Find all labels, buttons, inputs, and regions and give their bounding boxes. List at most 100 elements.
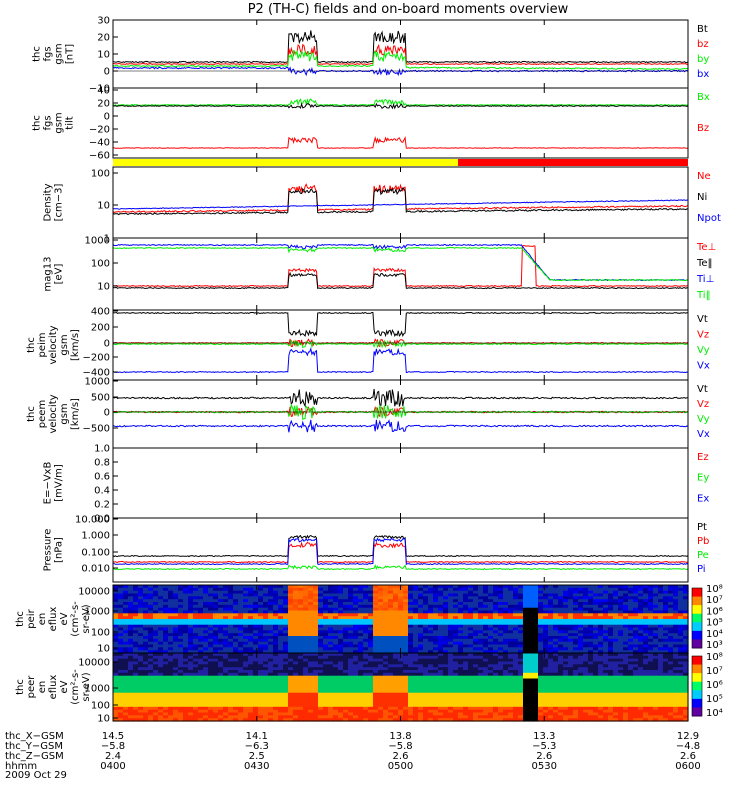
heatmap-cell bbox=[343, 653, 349, 657]
heatmap-cell bbox=[358, 619, 364, 623]
heatmap-cell bbox=[268, 658, 274, 663]
heatmap-cell bbox=[338, 627, 344, 631]
heatmap-cell bbox=[498, 607, 504, 612]
heatmap-cell bbox=[153, 704, 159, 708]
heatmap-cell bbox=[138, 647, 144, 651]
heatmap-cell bbox=[373, 701, 379, 705]
heatmap-cell bbox=[178, 630, 184, 634]
heatmap-cell bbox=[523, 610, 529, 614]
heatmap-cell bbox=[178, 616, 184, 620]
heatmap-cell bbox=[563, 613, 569, 617]
heatmap-cell bbox=[118, 701, 124, 705]
heatmap-cell bbox=[188, 610, 194, 614]
heatmap-cell bbox=[293, 689, 299, 694]
heatmap-cell bbox=[168, 718, 174, 722]
heatmap-cell bbox=[683, 585, 689, 589]
heatmap-cell bbox=[473, 587, 479, 592]
heatmap-cell bbox=[408, 655, 414, 660]
heatmap-cell bbox=[138, 695, 144, 699]
heatmap-cell bbox=[433, 633, 439, 637]
heatmap-cell bbox=[288, 655, 294, 660]
heatmap-cell bbox=[648, 627, 654, 631]
heatmap-cell bbox=[163, 630, 169, 634]
heatmap-cell bbox=[233, 692, 239, 697]
heatmap-cell bbox=[583, 627, 589, 631]
heatmap-cell bbox=[613, 590, 619, 595]
heatmap-cell bbox=[428, 670, 434, 674]
heatmap-cell bbox=[308, 653, 314, 657]
heatmap-cell bbox=[363, 647, 369, 651]
heatmap-cell bbox=[508, 602, 514, 606]
heatmap-cell bbox=[413, 678, 419, 682]
heatmap-cell bbox=[328, 709, 334, 714]
heatmap-cell bbox=[433, 655, 439, 660]
heatmap-cell bbox=[453, 712, 459, 716]
heatmap-cell bbox=[173, 602, 179, 606]
heatmap-cell bbox=[358, 664, 364, 668]
heatmap-cell bbox=[268, 596, 274, 600]
heatmap-cell bbox=[253, 610, 259, 614]
heatmap-cell bbox=[303, 712, 309, 716]
heatmap-cell bbox=[413, 698, 419, 702]
heatmap-cell bbox=[343, 670, 349, 674]
heatmap-cell bbox=[403, 664, 409, 668]
heatmap-cell bbox=[293, 619, 299, 623]
heatmap-cell bbox=[113, 624, 119, 629]
heatmap-cell bbox=[288, 675, 294, 680]
heatmap-cell bbox=[403, 692, 409, 697]
heatmap-cell bbox=[503, 692, 509, 697]
heatmap-cell bbox=[368, 602, 374, 606]
colorbar-band bbox=[692, 622, 702, 632]
heatmap-cell bbox=[123, 698, 129, 702]
heatmap-cell bbox=[228, 706, 234, 711]
heatmap-cell bbox=[588, 604, 594, 609]
heatmap-cell bbox=[448, 644, 454, 648]
heatmap-cell bbox=[458, 670, 464, 674]
heatmap-cell bbox=[258, 704, 264, 708]
heatmap-cell bbox=[348, 610, 354, 614]
heatmap-cell bbox=[228, 619, 234, 623]
heatmap-cell bbox=[138, 627, 144, 631]
heatmap-cell bbox=[383, 613, 389, 617]
heatmap-cell bbox=[483, 616, 489, 620]
series-fgs-1 bbox=[113, 43, 689, 66]
heatmap-cell bbox=[113, 681, 119, 685]
heatmap-cell bbox=[488, 712, 494, 716]
heatmap-cell bbox=[203, 678, 209, 682]
heatmap-cell bbox=[258, 630, 264, 634]
heatmap-cell bbox=[553, 593, 559, 597]
heatmap-cell bbox=[188, 607, 194, 612]
heatmap-cell bbox=[448, 670, 454, 674]
heatmap-cell bbox=[258, 607, 264, 612]
heatmap-cell bbox=[138, 689, 144, 694]
heatmap-cell bbox=[418, 704, 424, 708]
heatmap-cell bbox=[678, 633, 684, 637]
heatmap-cell bbox=[328, 655, 334, 660]
heatmap-cell bbox=[133, 619, 139, 623]
heatmap-cell bbox=[328, 678, 334, 682]
heatmap-cell bbox=[473, 593, 479, 597]
heatmap-cell bbox=[203, 701, 209, 705]
heatmap-cell bbox=[308, 704, 314, 708]
heatmap-cell bbox=[548, 596, 554, 600]
heatmap-cell bbox=[483, 706, 489, 711]
heatmap-cell bbox=[193, 658, 199, 663]
heatmap-cell bbox=[468, 701, 474, 705]
heatmap-cell bbox=[198, 678, 204, 682]
heatmap-cell bbox=[593, 619, 599, 623]
heatmap-cell bbox=[158, 650, 164, 654]
heatmap-cell bbox=[288, 593, 294, 597]
heatmap-cell bbox=[253, 718, 259, 722]
heatmap-cell bbox=[648, 636, 654, 640]
heatmap-cell bbox=[143, 661, 149, 665]
heatmap-cell bbox=[393, 687, 399, 691]
series-peim-3 bbox=[112, 347, 689, 374]
heatmap-cell bbox=[123, 701, 129, 705]
heatmap-cell bbox=[153, 709, 159, 714]
heatmap-cell bbox=[478, 670, 484, 674]
heatmap-cell bbox=[478, 695, 484, 699]
heatmap-cell bbox=[383, 661, 389, 665]
heatmap-cell bbox=[358, 630, 364, 634]
heatmap-cell bbox=[318, 658, 324, 663]
heatmap-cell bbox=[583, 636, 589, 640]
